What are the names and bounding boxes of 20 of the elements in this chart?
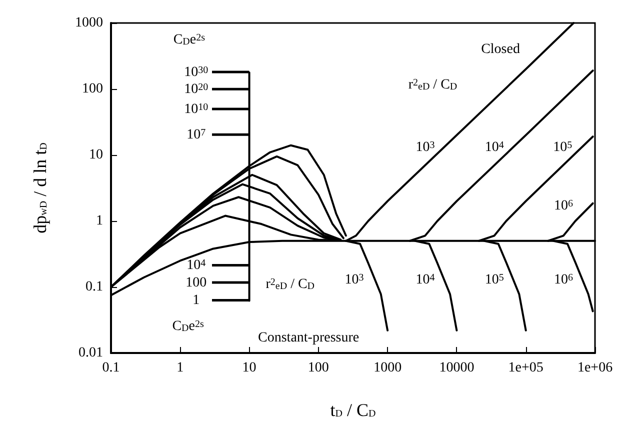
y-tick-label: 1000 [75,16,103,30]
x-tick-label: 100 [308,360,329,376]
y-tick-label: 0.01 [78,346,103,360]
y-axis-title: dpwD / d ln tD [30,142,50,234]
y-tick-label: 1 [96,214,103,228]
y-tick-label: 100 [82,82,103,96]
x-tick-label: 10 [242,360,256,376]
x-tick-label: 1e+06 [577,360,613,376]
annotation: 1 [192,293,200,308]
y-tick-label: 0.1 [86,280,103,294]
x-axis-title: tD / CD [330,400,376,420]
annotation: Constant-pressure [258,330,360,346]
annotation: Closed [481,42,520,58]
x-tick-label: 0.1 [102,360,120,376]
x-tick-label: 1e+05 [508,360,544,376]
y-tick-label: 10 [89,148,103,162]
annotation: 100 [186,275,207,290]
x-tick-label: 10000 [439,360,474,376]
x-tick-label: 1 [176,360,184,376]
x-tick-label: 1000 [374,360,402,376]
